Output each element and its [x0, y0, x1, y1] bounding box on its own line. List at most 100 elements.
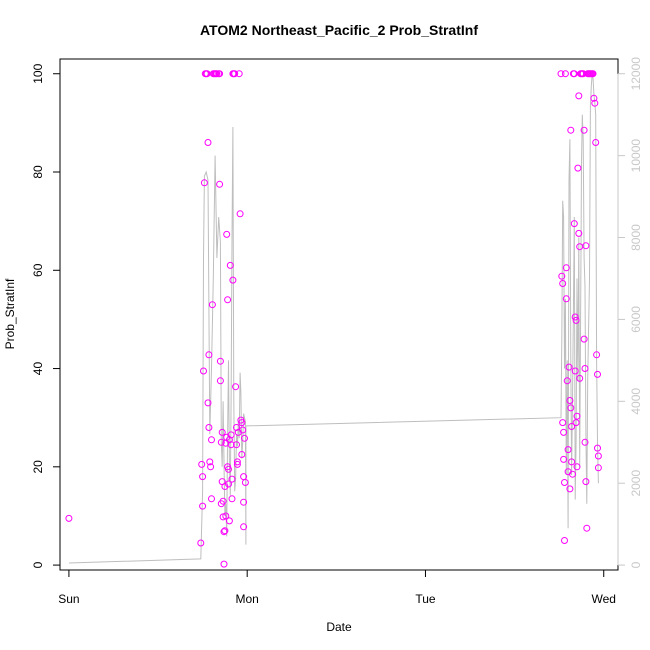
data-point — [589, 70, 597, 78]
point-series-layer — [65, 70, 602, 568]
data-point — [233, 424, 240, 431]
data-point — [219, 497, 227, 505]
data-point — [563, 377, 571, 385]
data-point — [228, 475, 236, 483]
data-point — [198, 460, 206, 468]
data-point — [581, 438, 589, 446]
data-point — [228, 495, 236, 503]
data-point — [594, 464, 602, 472]
y-tick-label: 40 — [31, 362, 45, 376]
y2-tick-label: 6000 — [629, 306, 643, 333]
data-point — [564, 446, 572, 454]
data-point — [561, 479, 568, 486]
data-point — [208, 436, 215, 444]
data-point — [225, 465, 232, 473]
data-point — [218, 428, 226, 436]
data-point — [567, 126, 575, 134]
data-point — [575, 229, 583, 237]
data-point — [216, 377, 224, 385]
data-point — [576, 374, 584, 382]
data-point — [568, 423, 576, 430]
data-point — [224, 296, 232, 304]
data-point — [569, 470, 576, 478]
data-point — [199, 502, 207, 510]
data-point — [200, 367, 207, 375]
data-point — [592, 139, 600, 146]
data-point — [573, 412, 581, 420]
data-point — [221, 527, 229, 535]
data-point — [233, 460, 241, 468]
data-point — [570, 220, 578, 228]
data-point — [567, 404, 575, 412]
data-point — [240, 523, 248, 531]
data-point — [560, 455, 568, 463]
data-point — [580, 126, 588, 134]
data-point — [235, 70, 243, 78]
data-point — [227, 441, 235, 449]
y2-tick-label: 12000 — [629, 57, 643, 91]
data-point — [240, 498, 248, 506]
gray-series-line — [68, 73, 599, 564]
data-point — [594, 370, 601, 378]
gray-series-layer — [68, 73, 599, 564]
data-point — [557, 70, 565, 78]
data-point — [571, 367, 579, 375]
data-point — [572, 316, 580, 324]
data-point — [562, 264, 570, 272]
x-tick-label: Tue — [415, 592, 436, 606]
data-point — [216, 180, 224, 188]
data-point — [581, 365, 589, 372]
data-point — [561, 537, 568, 544]
data-point — [560, 428, 568, 436]
x-axis: Sun Mon Tue Wed — [58, 569, 616, 606]
data-point — [559, 419, 567, 427]
data-point — [225, 480, 232, 488]
data-point — [227, 431, 235, 439]
data-point — [582, 478, 590, 486]
data-point — [217, 438, 225, 446]
data-point — [580, 335, 588, 343]
data-point — [206, 458, 214, 466]
y-tick-label: 0 — [31, 561, 45, 568]
data-point — [241, 434, 248, 442]
data-point — [231, 70, 239, 78]
data-point — [572, 419, 580, 427]
data-point — [571, 313, 579, 321]
data-point — [594, 444, 601, 452]
data-point — [573, 463, 581, 471]
data-point — [216, 357, 224, 365]
x-tick-label: Mon — [236, 592, 259, 606]
data-point — [204, 139, 212, 146]
data-point — [239, 426, 247, 434]
x-axis-label: Date — [326, 620, 352, 634]
data-point — [65, 514, 73, 522]
data-point — [583, 524, 591, 532]
data-point — [562, 295, 570, 303]
data-point — [566, 485, 574, 493]
y-tick-label: 100 — [31, 63, 45, 83]
y2-tick-label: 2000 — [629, 470, 643, 497]
data-point — [207, 463, 215, 471]
data-point — [594, 452, 602, 460]
data-point — [241, 479, 249, 486]
data-point — [220, 560, 228, 568]
data-point — [593, 351, 601, 359]
x-tick-label: Wed — [592, 592, 616, 606]
data-point — [238, 419, 246, 427]
data-point — [208, 301, 216, 309]
data-point — [561, 70, 569, 78]
x-tick-label: Sun — [58, 592, 79, 606]
data-point — [220, 528, 228, 536]
data-point — [199, 473, 207, 481]
data-point — [236, 210, 244, 218]
data-point — [216, 70, 224, 78]
y2-tick-label: 8000 — [629, 224, 643, 251]
data-point — [575, 92, 583, 100]
data-point — [208, 495, 215, 503]
data-point — [574, 164, 582, 172]
data-point — [232, 383, 240, 391]
data-point — [197, 539, 205, 547]
data-point — [204, 399, 212, 407]
